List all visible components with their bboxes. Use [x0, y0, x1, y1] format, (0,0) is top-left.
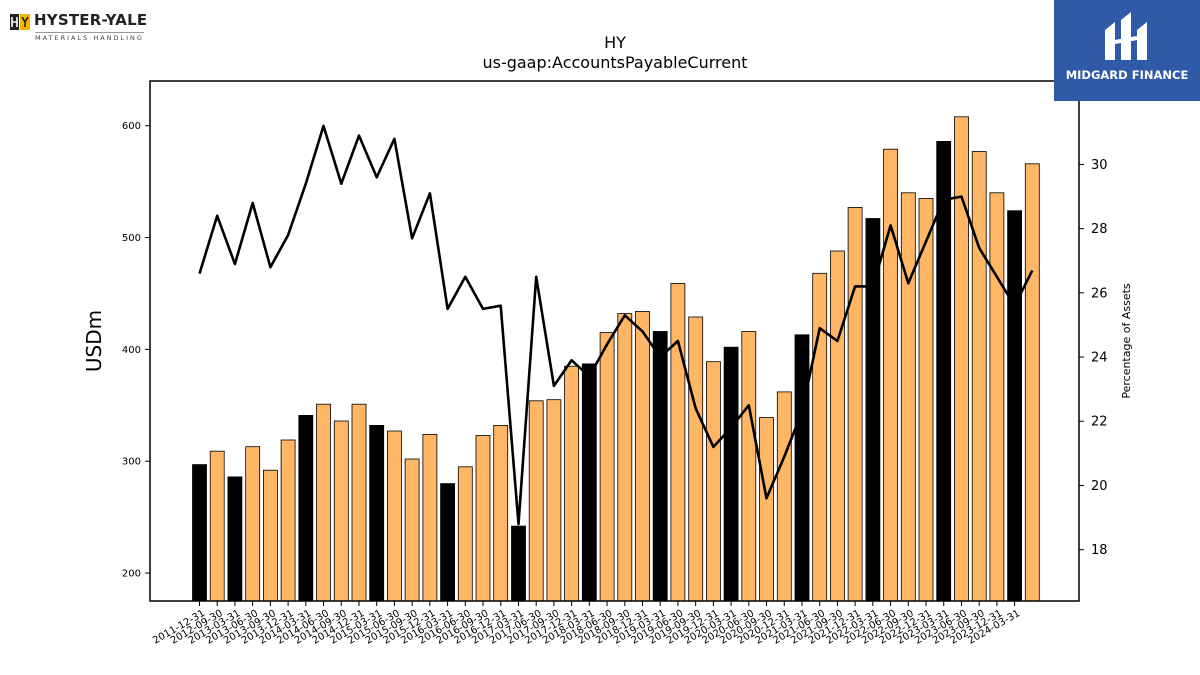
bar-2011-12-31: [192, 464, 207, 602]
y-axis-right: 18 20 22 24 26 28 30: [1079, 158, 1108, 558]
bar-2019-03-31: [706, 361, 721, 602]
bar-2016-03-31: [493, 424, 509, 602]
bar-series: [192, 116, 1040, 602]
y-tick-label: 600: [122, 121, 141, 132]
y-axis-left: 200 300 400 500 600: [122, 121, 150, 580]
bar-2023-09-30: [1024, 163, 1040, 602]
bar-2015-12-31: [475, 435, 491, 602]
bar-2018-03-31: [635, 310, 650, 602]
percentage-line: [198, 124, 1034, 526]
bar-2012-12-31: [262, 469, 278, 602]
bar-2012-03-31: [209, 450, 225, 602]
y2-axis-label: Percentage of Assets: [1120, 283, 1133, 399]
y-axis-label: USDm: [82, 310, 106, 372]
y2-tick-label: 28: [1091, 222, 1108, 237]
bar-2016-06-30: [511, 525, 526, 602]
y2-tick-label: 24: [1091, 351, 1108, 366]
bar-2016-09-30: [528, 400, 544, 602]
y-tick-label: 400: [122, 345, 141, 356]
bar-2021-06-30: [865, 218, 881, 602]
bar-2022-12-31: [971, 151, 987, 602]
bar-2018-12-31: [688, 316, 704, 602]
chart-subtitle: us-gaap:AccountsPayableCurrent: [482, 53, 747, 72]
left-logo-name: HYSTER-YALE: [34, 11, 148, 29]
y2-tick-label: 30: [1091, 158, 1108, 173]
y-tick-label: 500: [122, 233, 141, 244]
bar-2014-12-31: [404, 458, 420, 602]
line-series: [198, 124, 1034, 526]
bar-2020-12-31: [830, 250, 845, 602]
bar-2012-09-30: [245, 446, 261, 602]
bar-2021-12-31: [900, 192, 916, 602]
bar-2012-06-30: [227, 476, 243, 602]
x-axis: 2011-12-312012-09-302013-03-312013-06-30…: [151, 601, 1022, 647]
bar-2015-06-30: [440, 483, 456, 602]
y2-tick-label: 18: [1091, 543, 1108, 558]
bar-2013-09-30: [316, 403, 331, 602]
hyster-yale-logo: HYSTER-YALE MATERIALS HANDLING: [10, 10, 155, 44]
y2-tick-label: 22: [1091, 415, 1108, 430]
bar-2021-09-30: [883, 148, 898, 602]
bar-2014-03-31: [351, 403, 367, 602]
bar-2022-03-31: [918, 197, 934, 602]
bar-2013-03-31: [280, 439, 296, 602]
chart-title: HY: [604, 33, 626, 52]
bar-2017-09-30: [599, 332, 615, 602]
bar-2018-06-30: [652, 331, 668, 602]
bar-2023-03-31: [989, 192, 1005, 602]
bar-2020-09-30: [812, 272, 828, 602]
y-tick-label: 300: [122, 457, 141, 468]
bar-2019-09-30: [741, 331, 757, 602]
bar-2023-06-30: [1007, 210, 1022, 602]
bar-2018-09-30: [670, 282, 686, 602]
bar-2016-12-31: [546, 399, 562, 602]
bar-2019-12-31: [759, 417, 774, 602]
bar-2020-06-30: [794, 334, 810, 602]
bar-2017-12-31: [617, 313, 633, 602]
bar-2014-06-30: [369, 424, 385, 602]
plot-frame: [149, 80, 1080, 602]
bar-2014-09-30: [386, 430, 402, 602]
bar-2022-09-30: [954, 116, 969, 602]
left-logo-tagline: MATERIALS HANDLING: [35, 32, 144, 42]
y-tick-label: 200: [122, 569, 141, 580]
bar-2015-09-30: [457, 466, 473, 602]
bar-2021-03-31: [847, 206, 863, 602]
midgard-emblem-icon: [1105, 12, 1147, 60]
y2-tick-label: 26: [1091, 286, 1108, 301]
bar-2019-06-30: [723, 346, 739, 602]
bar-2013-12-31: [333, 420, 349, 602]
bar-2013-06-30: [298, 414, 314, 602]
right-logo-name: MIDGARD FINANCE: [1065, 68, 1189, 82]
hy-emblem-icon: [10, 14, 30, 30]
bar-2017-03-31: [564, 365, 579, 602]
y2-tick-label: 20: [1091, 479, 1108, 494]
bar-2017-06-30: [581, 363, 597, 602]
bar-2015-03-31: [422, 433, 438, 602]
midgard-finance-logo: MIDGARD FINANCE: [1054, 0, 1200, 101]
bar-2020-03-31: [776, 391, 792, 602]
